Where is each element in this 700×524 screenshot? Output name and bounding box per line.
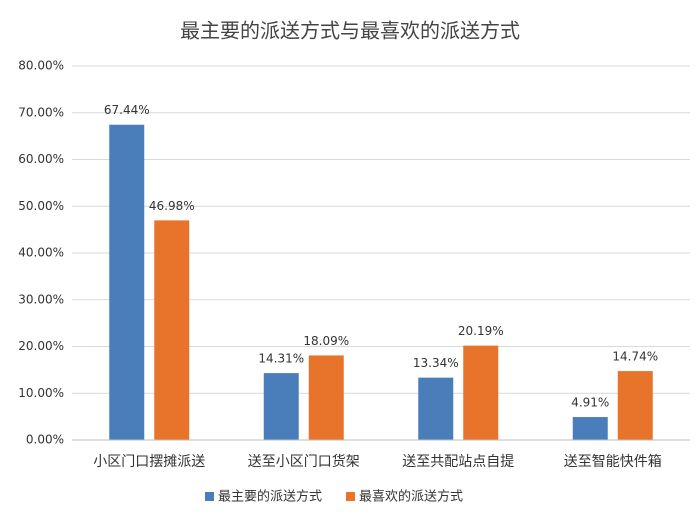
- y-tick-label: 30.00%: [18, 292, 64, 306]
- legend-swatch: [346, 492, 356, 501]
- x-tick-label: 小区门口摆摊派送: [93, 454, 205, 470]
- value-label: 14.74%: [612, 350, 658, 364]
- legend-label: 最喜欢的派送方式: [359, 489, 463, 505]
- value-label: 46.98%: [149, 199, 195, 213]
- bar: [418, 377, 454, 440]
- y-tick-label: 70.00%: [18, 105, 64, 119]
- y-tick-label: 10.00%: [18, 386, 64, 400]
- bar: [572, 417, 608, 440]
- value-label: 13.34%: [413, 356, 459, 370]
- legend-swatch: [205, 492, 214, 501]
- x-tick-label: 送至小区门口货架: [248, 453, 360, 470]
- y-tick-label: 50.00%: [18, 199, 64, 213]
- y-tick-label: 0.00%: [26, 433, 64, 447]
- bar: [463, 345, 499, 440]
- value-label: 20.19%: [458, 324, 504, 338]
- bar: [109, 124, 145, 440]
- value-label: 14.31%: [258, 352, 304, 366]
- bar: [263, 373, 299, 440]
- value-label: 67.44%: [104, 103, 150, 117]
- bar: [617, 371, 653, 440]
- x-tick-label: 送至共配站点自提: [402, 454, 514, 470]
- chart-title: 最主要的派送方式与最喜欢的派送方式: [180, 19, 520, 43]
- value-label: 18.09%: [303, 334, 349, 348]
- y-tick-label: 60.00%: [18, 152, 64, 166]
- y-tick-label: 40.00%: [18, 246, 64, 260]
- y-tick-label: 20.00%: [18, 339, 64, 353]
- bar: [154, 220, 190, 440]
- y-tick-label: 80.00%: [18, 59, 64, 73]
- legend-label: 最主要的派送方式: [218, 489, 322, 505]
- value-label: 4.91%: [571, 396, 609, 410]
- bar: [308, 355, 344, 440]
- x-tick-label: 送至智能快件箱: [564, 454, 662, 470]
